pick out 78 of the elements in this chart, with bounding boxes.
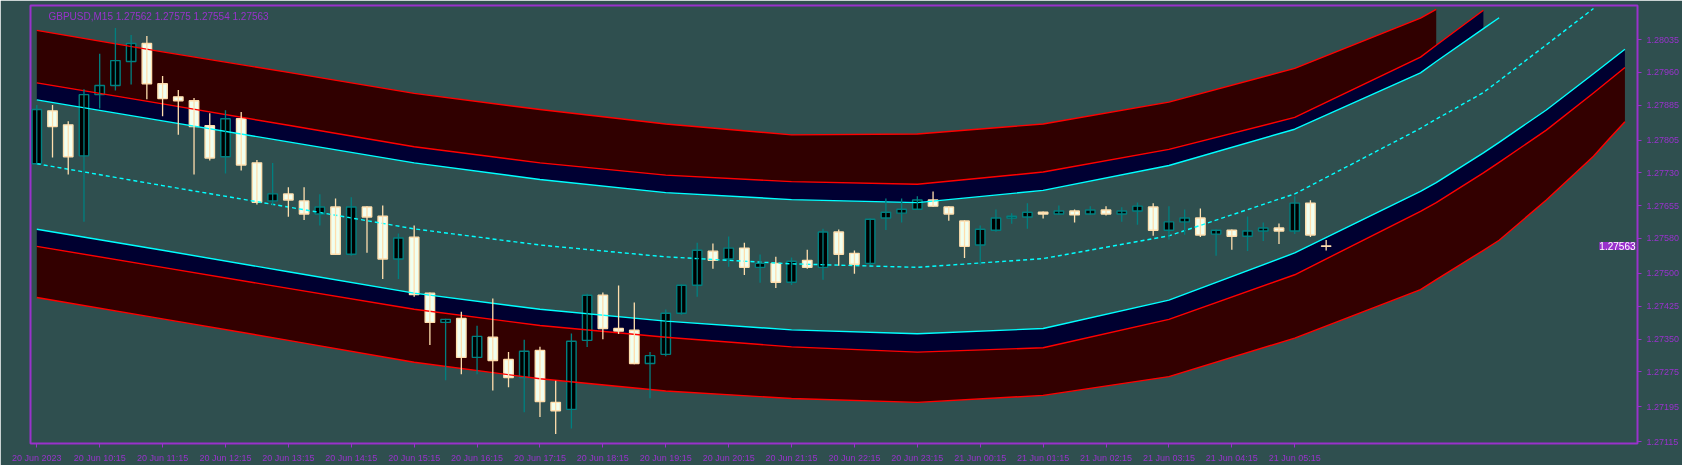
x-tick-label: 20 Jun 12:15	[199, 452, 252, 463]
x-tick-label: 20 Jun 21:15	[765, 452, 818, 463]
candlestick	[1147, 203, 1159, 236]
candlestick	[235, 111, 247, 171]
x-tick-label: 20 Jun 11:15	[136, 452, 189, 463]
line-series	[36, 8, 1437, 136]
candlestick	[267, 163, 279, 206]
x-tick-label: 20 Jun 19:15	[639, 452, 692, 463]
candlestick	[1179, 209, 1191, 235]
line-series	[36, 7, 1595, 269]
x-tick-label: 20 Jun 10:15	[73, 452, 126, 463]
candlestick	[613, 285, 624, 334]
candlestick	[330, 198, 341, 255]
candlestick	[393, 233, 404, 279]
x-tick-label: 20 Jun 16:15	[451, 452, 504, 463]
y-tick-label: 1.27885	[1646, 100, 1680, 111]
x-tick-label: 20 Jun 14:15	[325, 452, 378, 463]
x-tick-label: 20 Jun 15:15	[388, 452, 441, 463]
candlestick	[1242, 216, 1253, 251]
candlestick	[1289, 196, 1301, 234]
candlestick	[1053, 205, 1065, 215]
y-tick-label: 1.27960	[1646, 67, 1680, 78]
candlestick	[1305, 200, 1316, 237]
candlestick	[345, 197, 357, 256]
candlestick	[31, 104, 43, 165]
candlestick	[864, 218, 876, 265]
y-tick-label: 1.27195	[1646, 401, 1680, 412]
y-tick-label: 1.28035	[1646, 34, 1680, 45]
y-tick-label: 1.27115	[1646, 436, 1679, 447]
x-tick-label: 20 Jun 13:15	[262, 452, 315, 463]
candlestick	[565, 333, 577, 429]
candlestick	[487, 298, 499, 391]
candlestick	[157, 76, 168, 117]
x-tick-label: 20 Jun 17:15	[513, 452, 566, 463]
x-tick-label: 21 Jun 00:15	[954, 452, 1007, 463]
candlestick	[1226, 229, 1238, 250]
x-tick-label: 21 Jun 03:15	[1142, 452, 1195, 463]
y-tick-label: 1.27275	[1646, 366, 1680, 377]
candlestick	[109, 28, 121, 91]
candlestick	[408, 225, 420, 297]
candlestick	[1084, 206, 1096, 215]
y-tick-label: 1.27580	[1646, 233, 1680, 244]
candlestick	[723, 236, 735, 267]
candlestick	[738, 242, 750, 275]
candlestick	[974, 225, 986, 265]
candlestick	[377, 205, 389, 279]
candlestick	[282, 187, 294, 217]
candlestick	[676, 284, 687, 315]
candlestick	[1069, 209, 1080, 223]
text: GBPUSD,M15 1.27562 1.27575 1.27554 1.27563	[48, 10, 270, 22]
x-tick-label: 20 Jun 23:15	[891, 452, 944, 463]
candlestick	[833, 229, 845, 266]
x-tick-label: 21 Jun 05:15	[1268, 452, 1321, 463]
candlestick	[455, 311, 467, 375]
x-tick-label: 20 Jun 18:15	[576, 452, 629, 463]
y-tick-label: 1.27805	[1646, 135, 1680, 146]
candlestick	[849, 250, 860, 274]
candlestick	[691, 242, 703, 297]
y-tick-label: 1.27350	[1646, 334, 1680, 345]
y-tick-label: 1.27500	[1646, 268, 1680, 279]
annotation: 1.27563	[1599, 240, 1636, 252]
candlestick	[1006, 213, 1018, 224]
candlestick	[959, 220, 970, 258]
x-tick-label: 20 Jun 2023	[12, 452, 62, 463]
x-tick-label: 21 Jun 02:15	[1080, 452, 1133, 463]
x-tick-label: 21 Jun 04:15	[1205, 452, 1258, 463]
candlestick	[1132, 202, 1143, 225]
candlestick	[62, 121, 74, 175]
x-tick-label: 20 Jun 20:15	[702, 452, 755, 463]
candlestick	[47, 104, 58, 158]
x-tick-label: 21 Jun 01:15	[1017, 452, 1070, 463]
candlestick	[1021, 203, 1033, 229]
y-tick-label: 1.27425	[1646, 301, 1680, 312]
y-tick-label: 1.27730	[1646, 167, 1680, 178]
candlestick	[1320, 240, 1332, 251]
x-tick-label: 20 Jun 22:15	[828, 452, 881, 463]
candlestick	[1210, 229, 1222, 256]
y-tick-label: 1.27655	[1646, 200, 1680, 211]
